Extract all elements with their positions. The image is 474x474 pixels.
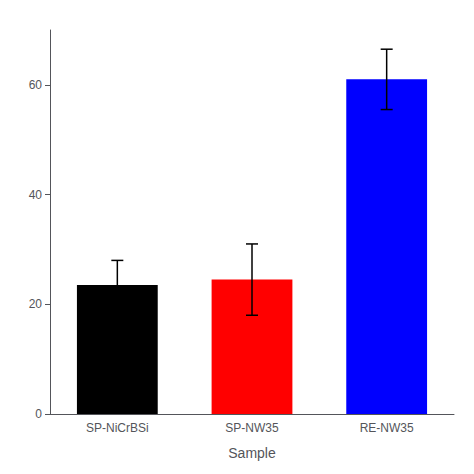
svg-text:60: 60 bbox=[29, 78, 43, 92]
svg-text:RE-NW35: RE-NW35 bbox=[360, 421, 414, 435]
svg-text:SP-NW35: SP-NW35 bbox=[225, 421, 279, 435]
svg-text:SP-NiCrBSi: SP-NiCrBSi bbox=[86, 421, 149, 435]
svg-text:20: 20 bbox=[29, 297, 43, 311]
svg-text:Sample: Sample bbox=[228, 445, 276, 461]
svg-text:40: 40 bbox=[29, 188, 43, 202]
svg-text:0: 0 bbox=[35, 407, 42, 421]
